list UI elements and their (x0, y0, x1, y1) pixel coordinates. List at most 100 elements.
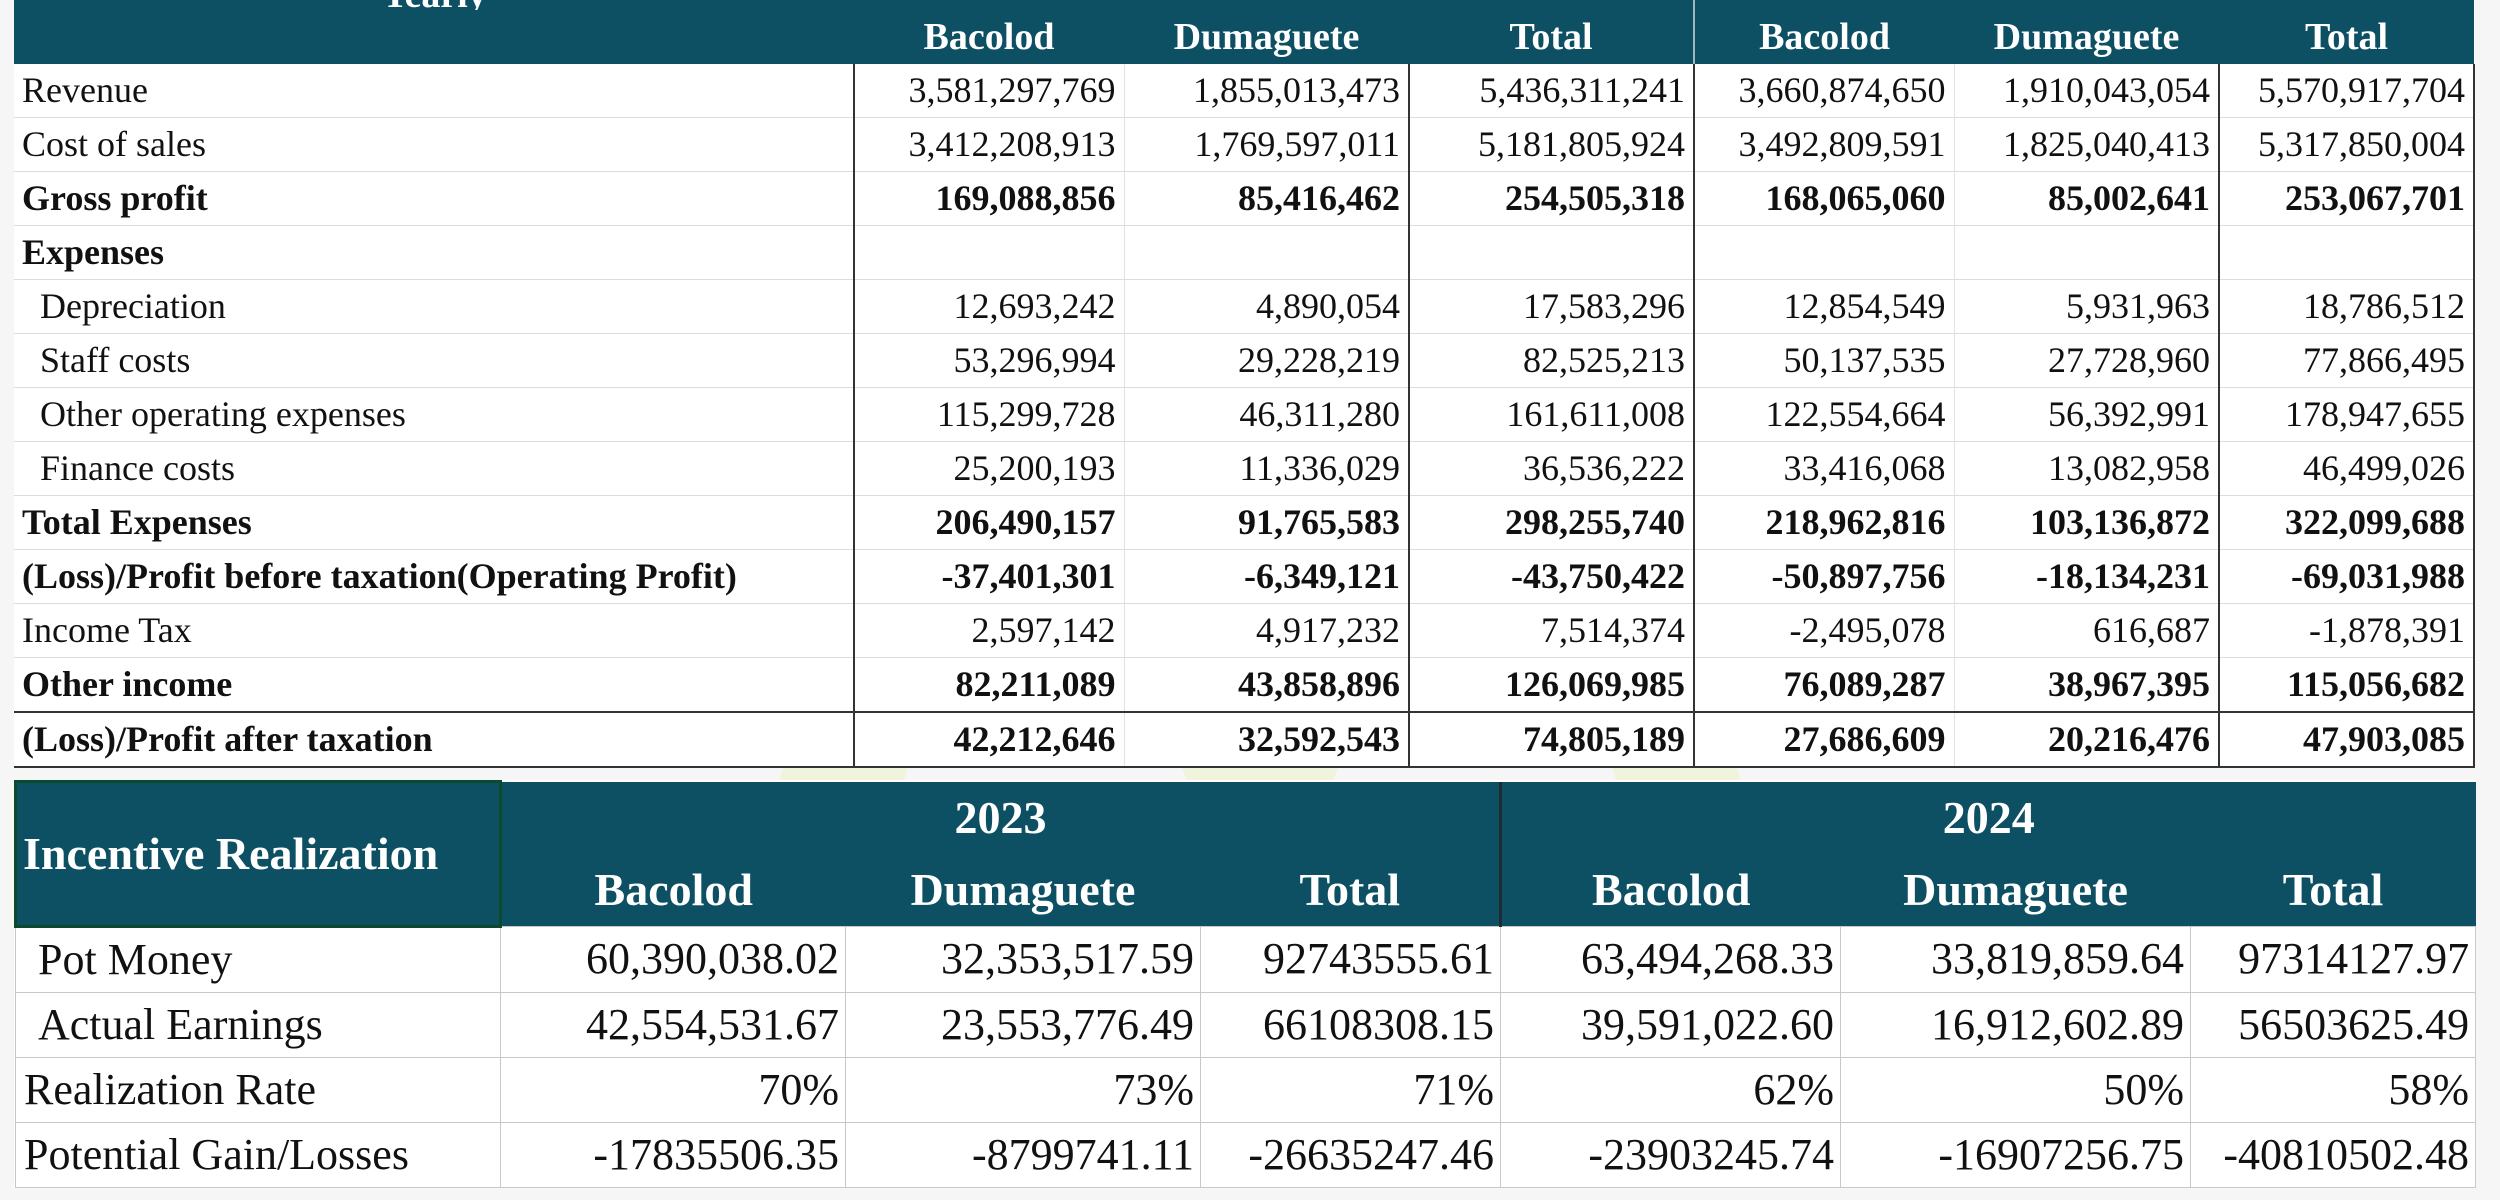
row-label: Other income (14, 657, 854, 713)
table-row: Gross profit 169,088,856 85,416,462 254,505… (14, 171, 2476, 226)
value-cell: 11,336,029 (1123, 441, 1409, 496)
value-cell: -2,495,078 (1693, 603, 1955, 658)
table-row: Actual Earnings 42,554,531.67 23,553,776.4… (15, 991, 2477, 1058)
value-cell: 76,089,287 (1693, 657, 1955, 713)
value-cell: 5,436,311,241 (1407, 64, 1695, 118)
col-bacolod-2024: Bacolod (1693, 10, 1955, 64)
table-row: Other operating expenses 115,299,728 46,31… (14, 387, 2476, 442)
value-cell: -18,134,231 (1953, 549, 2220, 604)
value-cell: 27,686,609 (1693, 711, 1955, 768)
row-label: (Loss)/Profit before taxation(Operating … (14, 549, 854, 604)
yearly-title: Yearly (14, 0, 854, 10)
value-cell: -50,897,756 (1693, 549, 1955, 604)
row-label: Potential Gain/Losses (15, 1121, 501, 1188)
value-cell: 47,903,085 (2218, 711, 2476, 768)
value-cell: 73% (845, 1056, 1201, 1123)
table-row: Realization Rate 70% 73% 71% 62% 50% 58% (15, 1056, 2477, 1123)
table-row: Other income 82,211,089 43,858,896 126,069,… (14, 657, 2476, 713)
row-label: Realization Rate (15, 1056, 501, 1123)
inc-col-total-2024: Total (2190, 853, 2476, 926)
value-cell: 32,353,517.59 (845, 925, 1201, 993)
value-cell: 23,553,776.49 (845, 991, 1201, 1058)
value-cell: 206,490,157 (853, 495, 1124, 550)
row-label: Gross profit (14, 171, 854, 226)
inc-col-bacolod-2023: Bacolod (500, 853, 846, 926)
table-row: Income Tax 2,597,142 4,917,232 7,514,374 -2,… (14, 603, 2476, 658)
value-cell: 39,591,022.60 (1500, 991, 1842, 1058)
row-label: Other operating expenses (14, 387, 854, 442)
inc-col-total-2023: Total (1200, 853, 1501, 926)
value-cell (1693, 225, 1955, 280)
value-cell: 103,136,872 (1953, 495, 2220, 550)
value-cell: -17835506.35 (500, 1121, 846, 1188)
value-cell: -43,750,422 (1407, 549, 1695, 604)
value-cell: 29,228,219 (1123, 333, 1409, 388)
year-2024-header: 2024 (1499, 781, 2476, 854)
value-cell: 20,216,476 (1953, 711, 2220, 768)
yearly-column-header-row: Bacolod Dumaguete Total Bacolod Dumaguet… (14, 10, 2475, 64)
row-label: Expenses (14, 225, 854, 280)
value-cell: 42,554,531.67 (500, 991, 846, 1058)
value-cell: 168,065,060 (1693, 171, 1955, 226)
value-cell: 3,660,874,650 (1693, 64, 1955, 118)
value-cell (1123, 225, 1409, 280)
value-cell: 4,917,232 (1123, 603, 1409, 658)
value-cell: 33,416,068 (1693, 441, 1955, 496)
value-cell: 5,570,917,704 (2218, 64, 2476, 118)
value-cell (1953, 225, 2220, 280)
row-label: (Loss)/Profit after taxation (14, 711, 854, 768)
value-cell: -23903245.74 (1500, 1121, 1842, 1188)
value-cell: 7,514,374 (1407, 603, 1695, 658)
value-cell: 82,211,089 (853, 657, 1124, 713)
value-cell: 218,962,816 (1693, 495, 1955, 550)
table-row: Staff costs 53,296,994 29,228,219 82,525,21… (14, 333, 2476, 388)
value-cell: 18,786,512 (2218, 279, 2476, 334)
value-cell: 1,910,043,054 (1953, 64, 2220, 118)
table-row: (Loss)/Profit before taxation(Operating … (14, 549, 2476, 604)
table-row: Finance costs 25,200,193 11,336,029 36,536,… (14, 441, 2476, 496)
value-cell: 71% (1199, 1056, 1502, 1123)
row-label: Pot Money (15, 925, 501, 993)
value-cell: 3,492,809,591 (1693, 117, 1955, 172)
value-cell (2218, 225, 2476, 280)
table-row: Depreciation 12,693,242 4,890,054 17,583,29… (14, 279, 2476, 334)
value-cell: 43,858,896 (1123, 657, 1409, 713)
value-cell: -6,349,121 (1123, 549, 1409, 604)
value-cell: 42,212,646 (853, 711, 1124, 768)
value-cell: 66108308.15 (1199, 991, 1502, 1058)
value-cell: 63,494,268.33 (1500, 925, 1842, 993)
table-row: Expenses (14, 225, 2476, 280)
value-cell: 56503625.49 (2190, 991, 2477, 1058)
value-cell: 53,296,994 (853, 333, 1124, 388)
value-cell: 5,931,963 (1953, 279, 2220, 334)
value-cell: 70% (500, 1056, 846, 1123)
year-2023-header: 2023 (500, 781, 1501, 854)
row-label: Cost of sales (14, 117, 854, 172)
value-cell (1407, 225, 1695, 280)
table-row: Cost of sales 3,412,208,913 1,769,597,011 5… (14, 117, 2476, 172)
row-label: Actual Earnings (15, 991, 501, 1058)
value-cell: 4,890,054 (1123, 279, 1409, 334)
value-cell: 82,525,213 (1407, 333, 1695, 388)
row-label: Income Tax (14, 603, 854, 658)
value-cell: 13,082,958 (1953, 441, 2220, 496)
value-cell: 56,392,991 (1953, 387, 2220, 442)
value-cell: 36,536,222 (1407, 441, 1695, 496)
value-cell: 115,299,728 (853, 387, 1124, 442)
value-cell: 3,412,208,913 (853, 117, 1124, 172)
row-label: Depreciation (14, 279, 854, 334)
value-cell: 298,255,740 (1407, 495, 1695, 550)
inc-col-dumaguete-2023: Dumaguete (845, 853, 1201, 926)
value-cell: 46,311,280 (1123, 387, 1409, 442)
value-cell: 122,554,664 (1693, 387, 1955, 442)
table-row: Pot Money 60,390,038.02 32,353,517.59 92743… (15, 925, 2477, 993)
value-cell: -26635247.46 (1199, 1121, 1502, 1188)
value-cell: 50% (1840, 1056, 2192, 1123)
value-cell: -8799741.11 (845, 1121, 1201, 1188)
yearly-title-row: Yearly (14, 0, 2475, 10)
table-row: Revenue 3,581,297,769 1,855,013,473 5,436,3… (14, 64, 2476, 118)
value-cell (853, 225, 1124, 280)
col-total-2023: Total (1409, 10, 1695, 64)
value-cell: 77,866,495 (2218, 333, 2476, 388)
value-cell: -37,401,301 (853, 549, 1124, 604)
